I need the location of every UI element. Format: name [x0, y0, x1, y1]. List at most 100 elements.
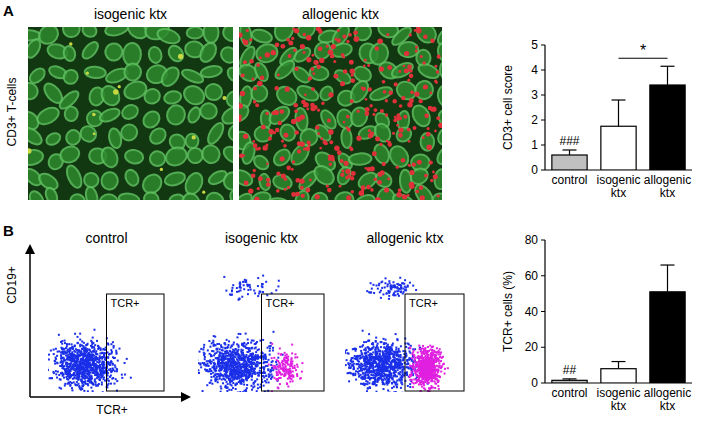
stained-cell: [349, 146, 353, 150]
stained-cell: [399, 104, 403, 108]
stained-cell: [430, 107, 434, 111]
tubule: [199, 142, 222, 166]
event: [226, 381, 228, 383]
event: [85, 371, 87, 373]
event: [242, 352, 244, 354]
event: [108, 383, 110, 385]
event: [99, 379, 101, 381]
event: [63, 374, 65, 376]
event: [54, 363, 56, 365]
event: [82, 381, 84, 383]
event: [93, 329, 95, 331]
event: [65, 372, 67, 374]
stained-cell: [239, 153, 244, 158]
stained-cell: [252, 140, 255, 143]
image-title: isogenic ktx: [94, 6, 167, 22]
event: [251, 363, 253, 365]
event: [64, 383, 66, 385]
stained-cell: [93, 132, 96, 135]
tubule: [158, 64, 182, 89]
event: [251, 379, 253, 381]
event: [256, 372, 258, 374]
event: [81, 379, 83, 381]
event: [56, 362, 58, 364]
event: [89, 381, 91, 383]
stained-cell: [349, 60, 354, 65]
event: [216, 365, 218, 367]
tubule: [356, 169, 380, 191]
stained-cell: [437, 55, 441, 59]
event: [74, 383, 76, 385]
event: [84, 355, 86, 357]
event: [221, 365, 223, 367]
stained-cell: [346, 40, 349, 43]
stained-cell: [249, 38, 252, 41]
event: [109, 353, 111, 355]
event: [97, 373, 99, 375]
stained-cell: [288, 54, 292, 58]
event: [94, 344, 96, 346]
stained-cell: [283, 133, 288, 138]
event: [76, 373, 78, 375]
stained-cell: [281, 174, 286, 179]
stained-cell: [307, 140, 311, 144]
stained-cell: [408, 164, 411, 167]
tubule: [98, 83, 123, 109]
tubule: [101, 171, 119, 190]
event: [268, 359, 270, 361]
stained-cell: [416, 27, 420, 30]
event: [272, 347, 274, 349]
event: [243, 384, 245, 386]
tubule: [295, 83, 320, 103]
event: [56, 362, 58, 364]
micrograph: [28, 27, 233, 200]
stained-cell: [375, 46, 379, 50]
stained-cell: [178, 54, 183, 59]
tubule: [330, 42, 353, 59]
event: [244, 368, 246, 370]
event: [87, 365, 89, 367]
stained-cell: [396, 124, 399, 127]
stained-cell: [331, 44, 336, 49]
tubule: [185, 133, 198, 148]
stained-cell: [429, 160, 433, 164]
tubule: [386, 143, 411, 170]
tubule: [65, 128, 82, 146]
event: [257, 355, 259, 357]
event: [58, 374, 60, 376]
event: [230, 363, 232, 365]
event: [76, 369, 78, 371]
stained-cell: [279, 109, 284, 114]
stained-cell: [277, 73, 280, 76]
stained-cell: [351, 171, 356, 176]
event: [63, 365, 65, 367]
event: [243, 354, 245, 356]
event: [108, 380, 110, 382]
event: [118, 348, 120, 350]
stained-cell: [321, 102, 324, 105]
event: [104, 371, 106, 373]
event: [115, 351, 117, 353]
event: [65, 372, 67, 374]
event: [80, 350, 82, 352]
stained-cell: [386, 33, 389, 36]
event: [59, 387, 61, 389]
stained-cell: [340, 81, 345, 86]
tubule: [408, 166, 431, 187]
tubule: [416, 61, 440, 80]
event: [251, 371, 253, 373]
event: [124, 374, 126, 376]
stained-cell: [287, 186, 290, 189]
stained-cell: [383, 90, 387, 94]
stained-cell: [255, 103, 259, 107]
event: [101, 383, 103, 385]
event: [245, 378, 247, 380]
event: [76, 369, 78, 371]
event: [238, 346, 240, 348]
tubule: [252, 191, 272, 200]
stained-cell: [301, 194, 305, 198]
tubule: [288, 141, 312, 167]
stained-cell: [392, 132, 395, 135]
tubule: [227, 188, 233, 200]
event: [81, 371, 83, 373]
